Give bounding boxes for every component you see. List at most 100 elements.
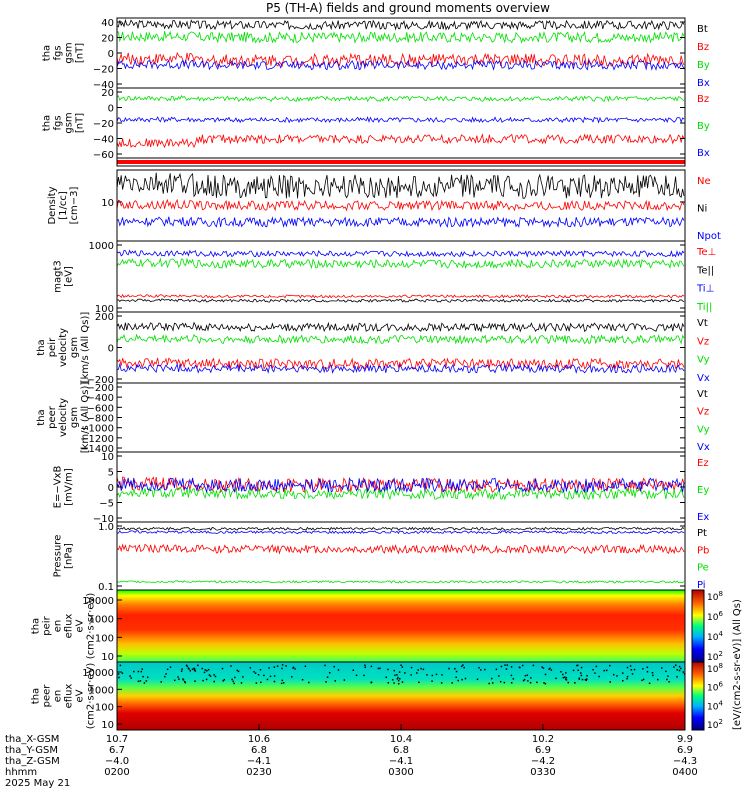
speckle — [626, 666, 629, 669]
speckle — [476, 678, 479, 681]
speckle — [334, 680, 337, 682]
speckle — [584, 678, 587, 681]
panel-10: 10000 1000 100 10 108 106 104 102 tha peer en eflux… — [31, 661, 723, 731]
speckle — [426, 674, 428, 676]
speckle — [326, 676, 329, 678]
speckle — [448, 667, 450, 670]
panel-9: 10000 1000 100 10 108 106 104 102 [eV/(cm2-s-sr-… — [31, 589, 743, 730]
speckle — [548, 668, 550, 670]
speckle — [576, 664, 578, 667]
speckle — [478, 667, 480, 669]
panel-8: 1.0 0.1 Pressure [nPa] Pt Pb Pe Pi — [53, 521, 709, 593]
legend-Ex: Ex — [697, 512, 709, 523]
ytick-label: −800 — [87, 414, 114, 425]
speckle — [201, 667, 204, 670]
speckle — [397, 682, 400, 685]
legend-Bx: Bx — [697, 148, 710, 159]
speckle — [181, 668, 183, 670]
speckle — [240, 682, 243, 684]
speckle — [133, 670, 135, 673]
trace-Ti|| — [116, 257, 685, 270]
colorbar — [691, 661, 705, 731]
ylabel-line: en — [53, 620, 64, 633]
speckle — [416, 672, 418, 674]
speckle — [254, 672, 257, 674]
ylabel-line: en — [53, 690, 64, 703]
speckle — [652, 674, 654, 677]
panel-frame — [116, 17, 686, 89]
speckle — [586, 674, 588, 677]
legend-Bz: Bz — [697, 94, 709, 105]
speckle — [651, 672, 654, 674]
speckle — [140, 670, 143, 673]
trace-Vy — [116, 333, 685, 345]
ylabel-line: [mV/m] — [64, 468, 75, 506]
ytick-label: 10000 — [82, 596, 114, 607]
speckle — [455, 676, 457, 679]
speckle — [526, 674, 529, 677]
speckle — [673, 666, 675, 668]
legend-Ti⊥: Ti⊥ — [696, 284, 714, 295]
speckle — [285, 665, 287, 667]
speckle — [491, 677, 493, 680]
ylabel-line: fgs — [53, 45, 64, 60]
xaxis-value: 6.8 — [393, 745, 409, 756]
speckle — [581, 678, 584, 681]
xaxis-value: −4.1 — [247, 756, 271, 767]
xaxis-value: 10.2 — [532, 734, 554, 745]
speckle — [455, 670, 458, 673]
speckle — [397, 679, 400, 682]
speckle — [379, 667, 381, 670]
colorbar — [691, 589, 705, 663]
xaxis-row-label: hhmm — [5, 767, 37, 778]
xaxis-row-label: tha_X-GSM — [5, 734, 59, 745]
speckle — [646, 666, 649, 669]
speckle — [598, 675, 600, 678]
speckle — [164, 675, 166, 678]
speckle — [184, 681, 187, 684]
legend-Te⊥: Te⊥ — [696, 247, 716, 258]
xaxis-value: 10.4 — [390, 734, 412, 745]
xaxis-value: −4.3 — [673, 756, 697, 767]
speckle — [536, 681, 538, 684]
speckle — [393, 669, 396, 672]
legend-Ne: Ne — [697, 176, 711, 187]
colorbar-tick: 108 — [707, 590, 723, 603]
ylabel-line: eV — [75, 689, 86, 702]
speckle — [242, 676, 244, 678]
ylabel-line: [cm−3] — [69, 187, 80, 225]
speckle — [304, 665, 307, 667]
legend-Vt: Vt — [697, 389, 708, 400]
speckle — [460, 665, 463, 668]
legend-Pi: Pi — [697, 580, 706, 591]
trace-Npot — [116, 216, 685, 228]
speckle — [498, 675, 500, 677]
ylabel-line: peir — [47, 337, 58, 357]
ylabel-line: peer — [42, 684, 53, 708]
ytick-label: 10000 — [82, 668, 114, 679]
speckle — [400, 664, 402, 666]
ytick-label: 1000 — [89, 241, 114, 252]
speckle — [255, 682, 258, 684]
xaxis-value: 0200 — [104, 767, 129, 778]
speckle — [180, 670, 183, 672]
legend-Pe: Pe — [697, 563, 709, 574]
speckle — [422, 668, 425, 671]
speckle — [580, 674, 583, 677]
speckle — [595, 665, 598, 668]
trace-By — [116, 95, 685, 103]
xaxis-value: 6.8 — [251, 745, 267, 756]
speckle — [183, 680, 186, 683]
panel-frame — [116, 382, 686, 453]
speckle — [616, 675, 618, 677]
speckle — [404, 672, 406, 674]
ytick-label: 0 — [108, 104, 114, 115]
ylabel-line: [nT] — [75, 113, 86, 133]
speckle — [612, 673, 615, 676]
speckle — [678, 669, 681, 672]
xaxis-value: 10.7 — [106, 734, 128, 745]
speckle — [223, 678, 226, 681]
ylabel-line: velocity — [58, 398, 69, 437]
speckle — [577, 669, 579, 672]
trace-Bx — [116, 116, 685, 124]
